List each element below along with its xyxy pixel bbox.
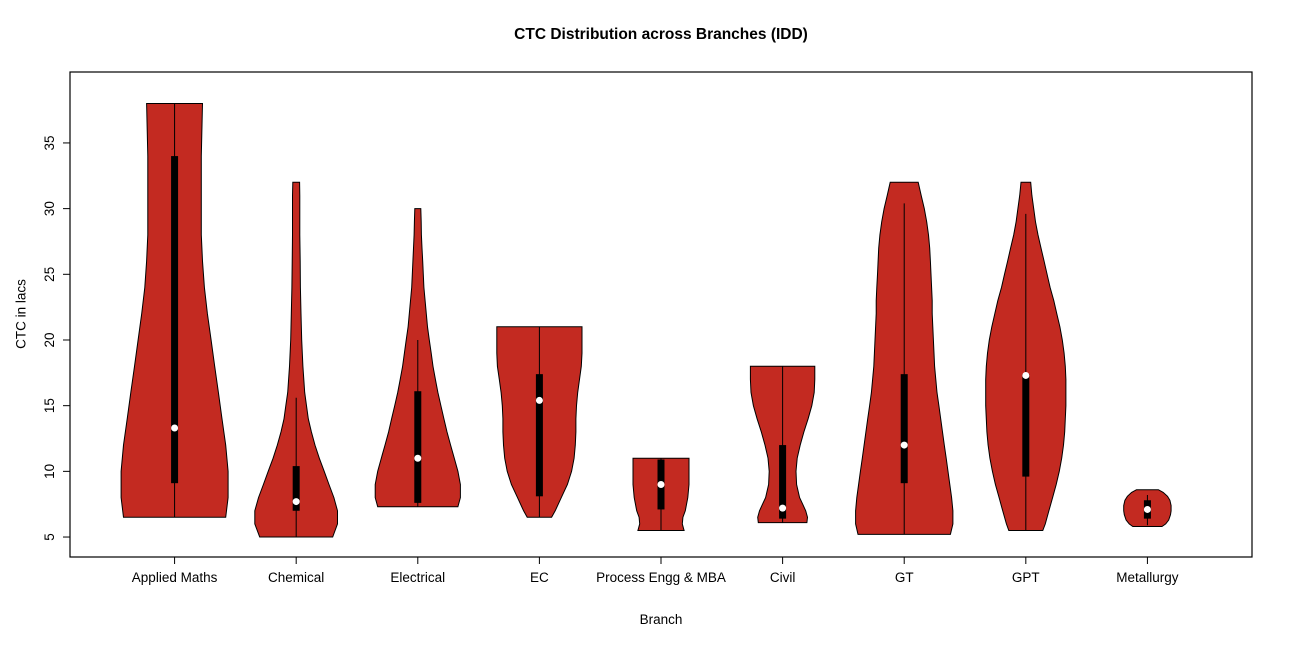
median-dot-0 bbox=[171, 424, 179, 432]
y-tick-label-30: 30 bbox=[42, 201, 57, 216]
violin-1 bbox=[254, 181, 338, 538]
iqr-box-5 bbox=[779, 445, 787, 519]
y-tick-label-20: 20 bbox=[42, 332, 57, 347]
y-tick-label-5: 5 bbox=[42, 533, 57, 541]
x-axis-label: Branch bbox=[639, 612, 683, 627]
x-tick-label-2: Electrical bbox=[390, 570, 445, 585]
x-tick-label-5: Civil bbox=[770, 570, 796, 585]
iqr-box-1 bbox=[292, 466, 300, 511]
x-tick-label-4: Process Engg & MBA bbox=[596, 570, 726, 585]
iqr-box-7 bbox=[1022, 374, 1030, 477]
iqr-box-6 bbox=[900, 374, 908, 484]
median-dot-1 bbox=[292, 498, 300, 506]
x-tick-label-8: Metallurgy bbox=[1116, 570, 1179, 585]
y-tick-label-25: 25 bbox=[42, 267, 57, 282]
median-dot-6 bbox=[900, 441, 908, 449]
median-dot-5 bbox=[779, 504, 787, 512]
y-tick-label-35: 35 bbox=[42, 135, 57, 150]
x-tick-label-7: GPT bbox=[1012, 570, 1040, 585]
y-axis-label: CTC in lacs bbox=[13, 279, 29, 349]
plot-border bbox=[69, 71, 1253, 558]
iqr-box-3 bbox=[535, 374, 543, 497]
x-tick-label-3: EC bbox=[530, 570, 549, 585]
iqr-box-0 bbox=[171, 156, 179, 484]
median-dot-7 bbox=[1022, 371, 1030, 379]
median-dot-4 bbox=[657, 480, 665, 488]
median-dot-2 bbox=[414, 454, 422, 462]
iqr-box-2 bbox=[414, 391, 422, 503]
y-tick-label-10: 10 bbox=[42, 464, 57, 479]
x-tick-label-6: GT bbox=[895, 570, 914, 585]
median-dot-8 bbox=[1143, 505, 1151, 513]
y-tick-label-15: 15 bbox=[42, 398, 57, 413]
chart-title: CTC Distribution across Branches (IDD) bbox=[514, 26, 808, 43]
x-tick-label-1: Chemical bbox=[268, 570, 324, 585]
x-tick-label-0: Applied Maths bbox=[132, 570, 218, 585]
median-dot-3 bbox=[535, 396, 543, 404]
